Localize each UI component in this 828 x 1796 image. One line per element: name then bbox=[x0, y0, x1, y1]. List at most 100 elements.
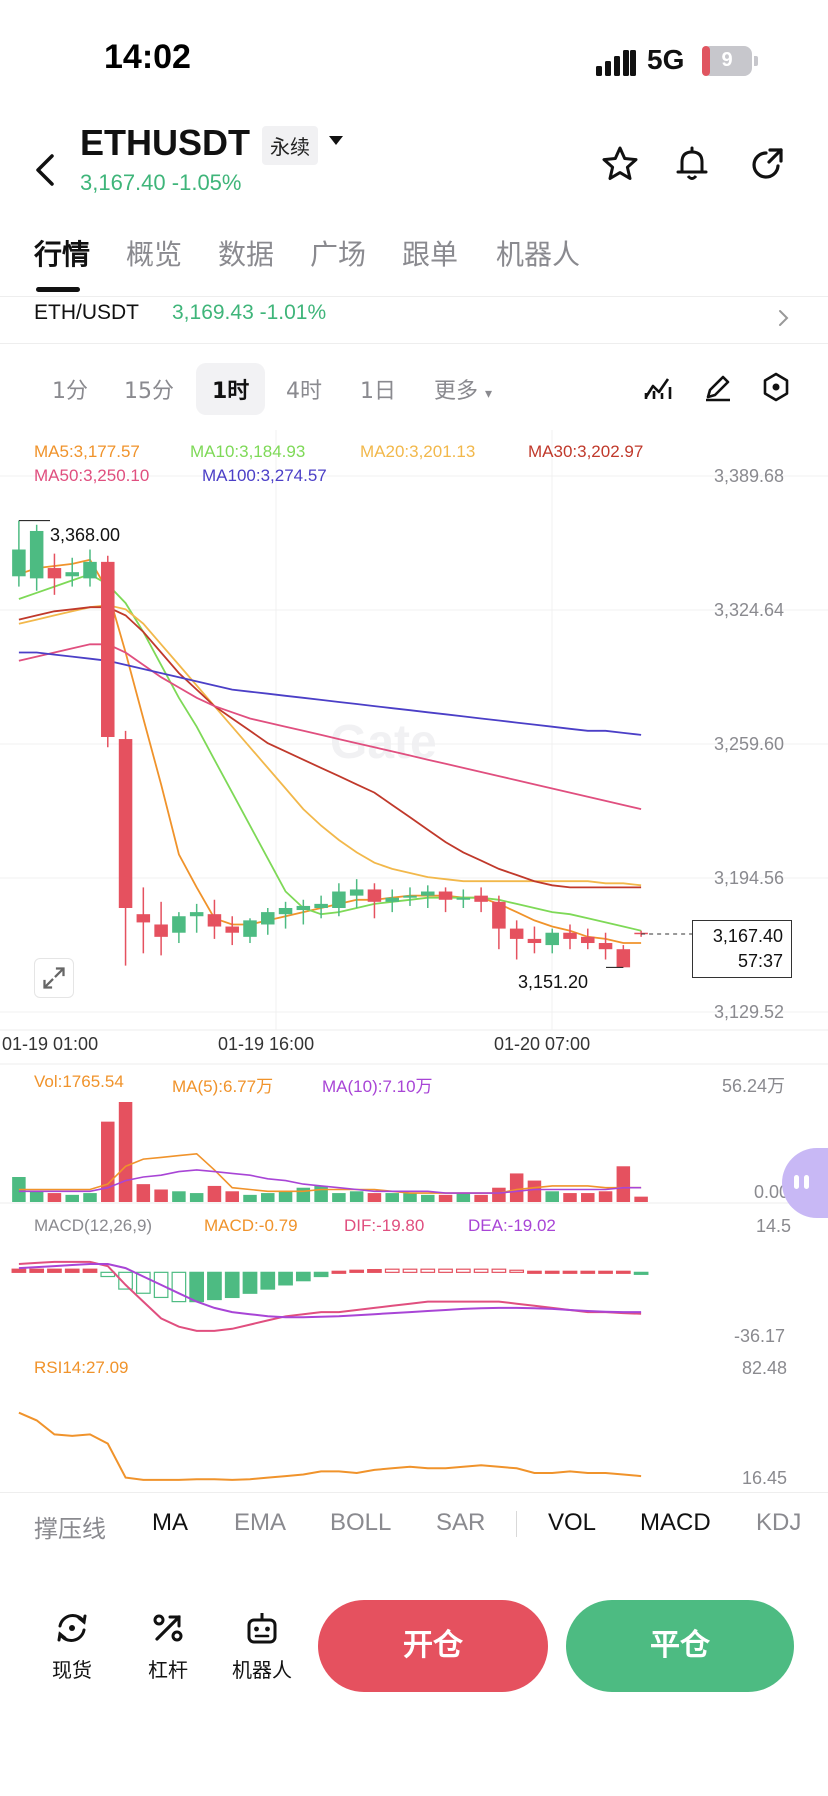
candle-body bbox=[243, 920, 257, 937]
volume-bar bbox=[136, 1184, 151, 1202]
macd-dif-line bbox=[18, 1260, 642, 1332]
macd-axis-bottom: -36.17 bbox=[734, 1326, 786, 1346]
indicator-ema[interactable]: EMA bbox=[234, 1509, 287, 1536]
candle-body bbox=[349, 889, 364, 896]
current-price: 3,167.40 bbox=[712, 926, 783, 946]
pen-draw-icon[interactable] bbox=[702, 371, 734, 403]
hexagon-settings-icon[interactable] bbox=[760, 371, 792, 403]
indicator-sar[interactable]: SAR bbox=[436, 1509, 486, 1536]
timeframe-1d[interactable]: 1日 bbox=[360, 379, 396, 404]
time-axis-tick: 01-20 07:00 bbox=[494, 1034, 591, 1054]
volume-bar bbox=[154, 1189, 168, 1202]
volume-bar bbox=[47, 1193, 62, 1202]
leverage-icon bbox=[153, 1614, 183, 1642]
active-tab-indicator bbox=[36, 287, 80, 292]
volume-bar bbox=[189, 1193, 204, 1202]
price-axis-tick: 3,324.64 bbox=[714, 600, 785, 620]
indicator-vol[interactable]: VOL bbox=[548, 1509, 597, 1536]
timeframe-more-label: 更多 bbox=[434, 379, 479, 404]
tab-square[interactable]: 广场 bbox=[310, 238, 367, 271]
floating-assistant-handle[interactable] bbox=[782, 1148, 828, 1218]
volume-bar bbox=[29, 1191, 44, 1202]
macd-histogram-bar bbox=[633, 1271, 649, 1275]
dropdown-icon[interactable] bbox=[326, 130, 346, 150]
volume-bar bbox=[563, 1193, 577, 1202]
spot-button[interactable]: 现货 bbox=[32, 1608, 112, 1683]
kline-chart[interactable] bbox=[0, 430, 828, 1490]
tab-copy-trading[interactable]: 跟单 bbox=[402, 238, 459, 271]
contract-type-badge: 永续 bbox=[262, 126, 318, 165]
tab-bots[interactable]: 机器人 bbox=[496, 238, 581, 271]
index-price-row[interactable]: ETH/USDT 3,169.43 -1.01% bbox=[0, 296, 828, 344]
volume-bar bbox=[101, 1121, 115, 1202]
timeframe-1m[interactable]: 1分 bbox=[52, 379, 88, 404]
timeframe-more[interactable]: 更多 ▾ bbox=[434, 373, 492, 405]
macd-histogram-bar bbox=[509, 1269, 525, 1273]
price-axis-tick: 3,129.52 bbox=[714, 1002, 785, 1022]
macd-histogram-bar bbox=[242, 1271, 258, 1294]
indicator-kdj[interactable]: KDJ bbox=[756, 1509, 802, 1536]
expand-icon[interactable] bbox=[34, 958, 74, 998]
price-axis-tick: 3,194.56 bbox=[714, 868, 785, 888]
volume-bar bbox=[527, 1180, 542, 1202]
index-name: ETH/USDT bbox=[34, 301, 139, 324]
volume-bar bbox=[385, 1193, 399, 1202]
legend-ma30: MA30:3,202.97 bbox=[528, 442, 644, 461]
pair-symbol[interactable]: ETHUSDT bbox=[80, 122, 250, 163]
main-tabs: 行情 概览 数据 广场 跟单 机器人 bbox=[0, 225, 828, 295]
volume-ma5-line bbox=[18, 1152, 642, 1194]
candle-body bbox=[314, 903, 328, 908]
indicator-support-resistance[interactable]: 撑压线 bbox=[34, 1516, 106, 1543]
network-type: 5G bbox=[647, 44, 685, 75]
leverage-button[interactable]: 杠杆 bbox=[128, 1608, 208, 1683]
volume-bar bbox=[332, 1193, 346, 1202]
header-price-line: 3,167.40 -1.05% bbox=[80, 170, 241, 196]
macd-histogram-bar bbox=[171, 1271, 187, 1303]
timeframe-1h[interactable]: 1时 bbox=[196, 363, 266, 415]
macd-histogram-bar bbox=[491, 1268, 507, 1273]
timeframe-4h[interactable]: 4时 bbox=[286, 379, 322, 404]
volume-bar bbox=[243, 1194, 257, 1202]
indicator-settings-icon[interactable] bbox=[642, 371, 674, 403]
indicator-ma[interactable]: MA bbox=[152, 1509, 188, 1536]
macd-histogram-bar bbox=[82, 1268, 98, 1273]
watermark-logo: Gate bbox=[330, 716, 437, 769]
tab-market[interactable]: 行情 bbox=[34, 238, 91, 271]
open-position-button[interactable]: 开仓 bbox=[318, 1600, 548, 1692]
indicator-macd[interactable]: MACD bbox=[640, 1509, 711, 1536]
legend-volume-ma5: MA(5):6.77万 bbox=[172, 1077, 274, 1096]
robot-button[interactable]: 机器人 bbox=[222, 1608, 302, 1683]
timeframe-15m[interactable]: 15分 bbox=[124, 379, 174, 404]
high-price-label: 3,368.00 bbox=[50, 525, 121, 545]
macd-histogram-bar bbox=[527, 1270, 542, 1274]
macd-histogram-bar bbox=[598, 1270, 613, 1274]
candle-body bbox=[278, 907, 293, 915]
macd-histogram-bar bbox=[615, 1270, 631, 1274]
rsi-line bbox=[18, 1411, 642, 1481]
ma-line-ma100 bbox=[18, 651, 642, 736]
volume-ma10-line bbox=[18, 1169, 642, 1194]
chart-area[interactable]: Gate MA5:3,177.57 MA10:3,184.93 MA20:3,2… bbox=[0, 430, 828, 1490]
ma-line-ma10 bbox=[18, 573, 642, 932]
macd-axis-top: 14.5 bbox=[756, 1216, 792, 1236]
candle-body bbox=[65, 572, 79, 577]
candle-body bbox=[189, 912, 204, 917]
tab-overview[interactable]: 概览 bbox=[126, 238, 183, 271]
macd-dea-line bbox=[18, 1263, 642, 1319]
tab-data[interactable]: 数据 bbox=[218, 238, 275, 271]
legend-macd: MACD:-0.79 bbox=[204, 1216, 298, 1235]
indicator-boll[interactable]: BOLL bbox=[330, 1509, 392, 1536]
candle-body bbox=[527, 938, 542, 944]
legend-macd-title: MACD(12,26,9) bbox=[34, 1216, 153, 1235]
volume-bar bbox=[261, 1193, 275, 1202]
back-icon[interactable] bbox=[30, 148, 64, 192]
candle-body bbox=[545, 932, 559, 946]
bell-icon[interactable] bbox=[672, 144, 712, 184]
macd-histogram-bar bbox=[580, 1270, 596, 1274]
close-position-button[interactable]: 平仓 bbox=[566, 1600, 794, 1692]
index-change: -1.01% bbox=[259, 301, 327, 324]
index-last-price: 3,169.43 bbox=[172, 301, 254, 324]
share-icon[interactable] bbox=[748, 144, 788, 184]
star-icon[interactable] bbox=[600, 144, 640, 184]
volume-bar bbox=[314, 1185, 328, 1202]
